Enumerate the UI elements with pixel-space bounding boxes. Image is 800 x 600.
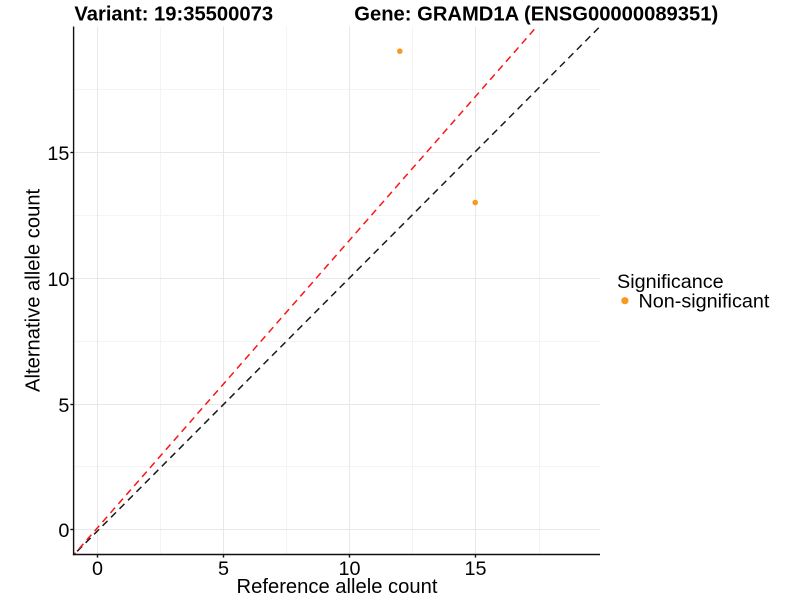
svg-text:10: 10 xyxy=(338,558,360,580)
svg-text:15: 15 xyxy=(464,558,486,580)
svg-text:5: 5 xyxy=(58,395,69,417)
svg-text:15: 15 xyxy=(47,143,69,165)
svg-text:0: 0 xyxy=(58,520,69,542)
svg-text:Gene: GRAMD1A (ENSG00000089351: Gene: GRAMD1A (ENSG00000089351) xyxy=(354,3,718,25)
svg-text:10: 10 xyxy=(47,269,69,291)
svg-text:Alternative allele count: Alternative allele count xyxy=(23,188,45,392)
svg-text:Significance: Significance xyxy=(617,271,724,293)
svg-text:5: 5 xyxy=(218,558,229,580)
svg-text:Variant: 19:35500073: Variant: 19:35500073 xyxy=(74,3,273,25)
svg-text:0: 0 xyxy=(92,558,103,580)
svg-text:Non-significant: Non-significant xyxy=(639,290,770,312)
svg-text:Reference allele count: Reference allele count xyxy=(237,576,438,598)
